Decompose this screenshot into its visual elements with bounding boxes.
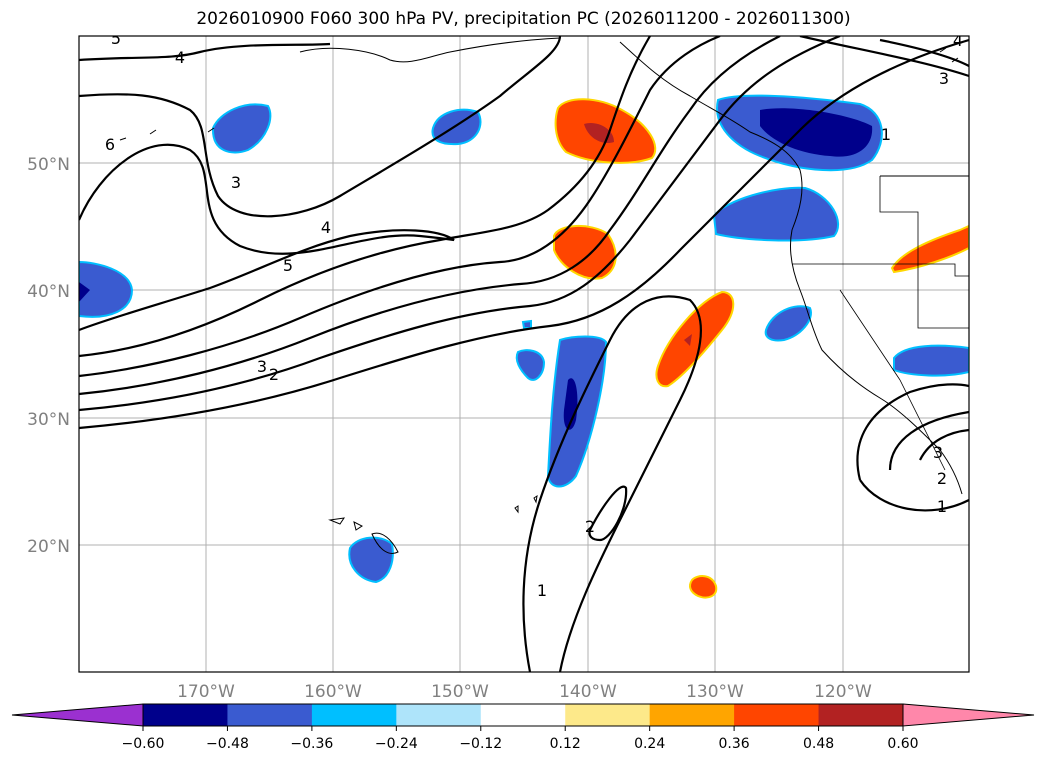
colorbar-outline xyxy=(142,703,904,727)
colorbar-tick-label: −0.24 xyxy=(375,736,418,752)
contour-label: 4 xyxy=(321,218,331,237)
colorbar-tick-label: 0.60 xyxy=(887,736,918,752)
anomaly-bc-core xyxy=(760,108,873,157)
map-plot-area: 5 4 6 3 4 5 3 2 2 1 1 3 2 1 3 4 xyxy=(79,29,969,672)
lat-label: 50°N xyxy=(27,155,70,175)
colorbar-bin xyxy=(480,704,566,726)
anomaly-tiny xyxy=(521,319,532,329)
colorbar-bin xyxy=(396,704,482,726)
anomaly-central-small xyxy=(515,349,546,381)
colorbar-extend-high xyxy=(902,703,1035,727)
coastlines xyxy=(119,37,969,554)
negative-anomalies xyxy=(79,94,969,584)
colorbar-bin xyxy=(565,704,651,726)
anomaly-california xyxy=(764,305,812,342)
lon-label: 130°W xyxy=(686,682,744,702)
latitude-labels: 50°N 40°N 30°N 20°N xyxy=(27,155,70,557)
anomaly-dateline-core xyxy=(79,282,90,302)
anomaly-dateline xyxy=(79,260,134,318)
colorbar-tick-label: 0.36 xyxy=(719,736,750,752)
lon-label: 120°W xyxy=(814,682,872,702)
positive-anomalies xyxy=(553,98,969,599)
contour-label: 2 xyxy=(937,469,947,488)
contour-label: 5 xyxy=(111,29,121,48)
anomaly-mid-pos xyxy=(553,224,617,280)
colorbar-bin xyxy=(311,704,397,726)
pv-contours xyxy=(79,36,969,672)
contour-label: 6 xyxy=(105,135,115,154)
map-frame xyxy=(78,35,970,673)
contour-label: 1 xyxy=(937,497,947,516)
contour-label: 1 xyxy=(537,581,547,600)
colorbar-bin xyxy=(818,704,904,726)
contour-label: 2 xyxy=(269,365,279,384)
contour-label: 3 xyxy=(933,443,943,462)
colorbar: −0.60 −0.48 −0.36 −0.24 −0.12 0.12 0.24 0.36 0.4… xyxy=(11,703,1035,752)
colorbar-bin xyxy=(734,704,820,726)
gridlines xyxy=(79,36,969,672)
anomaly-south-pos xyxy=(689,575,718,599)
contour-label: 5 xyxy=(283,256,293,275)
colorbar-bin xyxy=(227,704,313,726)
colorbar-tick-label: 0.48 xyxy=(803,736,834,752)
longitude-labels: 170°W 160°W 150°W 140°W 130°W 120°W xyxy=(177,682,872,702)
lat-label: 20°N xyxy=(27,537,70,557)
anomaly-aleutian xyxy=(211,103,272,154)
colorbar-tick-label: −0.36 xyxy=(290,736,333,752)
colorbar-tick-label: 0.12 xyxy=(550,736,581,752)
anomaly-diagonal-core xyxy=(684,334,692,346)
anomaly-socal xyxy=(893,344,969,377)
colorbar-tick-label: −0.12 xyxy=(459,736,502,752)
colorbar-bin xyxy=(649,704,735,726)
anomaly-nevada-pos xyxy=(890,224,969,274)
contour-labels: 5 4 6 3 4 5 3 2 2 1 1 3 2 1 3 4 xyxy=(105,29,963,600)
contour-label: 4 xyxy=(175,48,185,67)
anomaly-diagonal-pos xyxy=(655,290,735,388)
map-title: 2026010900 F060 300 hPa PV, precipitatio… xyxy=(196,9,851,29)
colorbar-tick-label: −0.48 xyxy=(206,736,249,752)
colorbar-bin xyxy=(143,704,228,726)
contour-label: 4 xyxy=(953,31,963,50)
contour-label: 2 xyxy=(585,517,595,536)
contour-label: 3 xyxy=(231,173,241,192)
lon-label: 170°W xyxy=(177,682,235,702)
lat-label: 40°N xyxy=(27,282,70,302)
lon-label: 160°W xyxy=(304,682,362,702)
colorbar-extend-low xyxy=(11,703,144,727)
lon-label: 140°W xyxy=(559,682,617,702)
contour-label: 1 xyxy=(881,125,891,144)
anomaly-central-long xyxy=(546,335,608,488)
colorbar-tick-label: 0.24 xyxy=(634,736,665,752)
anomaly-oregon xyxy=(712,186,840,242)
lat-label: 30°N xyxy=(27,410,70,430)
colorbar-tick-label: −0.60 xyxy=(122,736,165,752)
lon-label: 150°W xyxy=(431,682,489,702)
contour-label: 3 xyxy=(939,69,949,88)
contour-label: 3 xyxy=(257,357,267,376)
